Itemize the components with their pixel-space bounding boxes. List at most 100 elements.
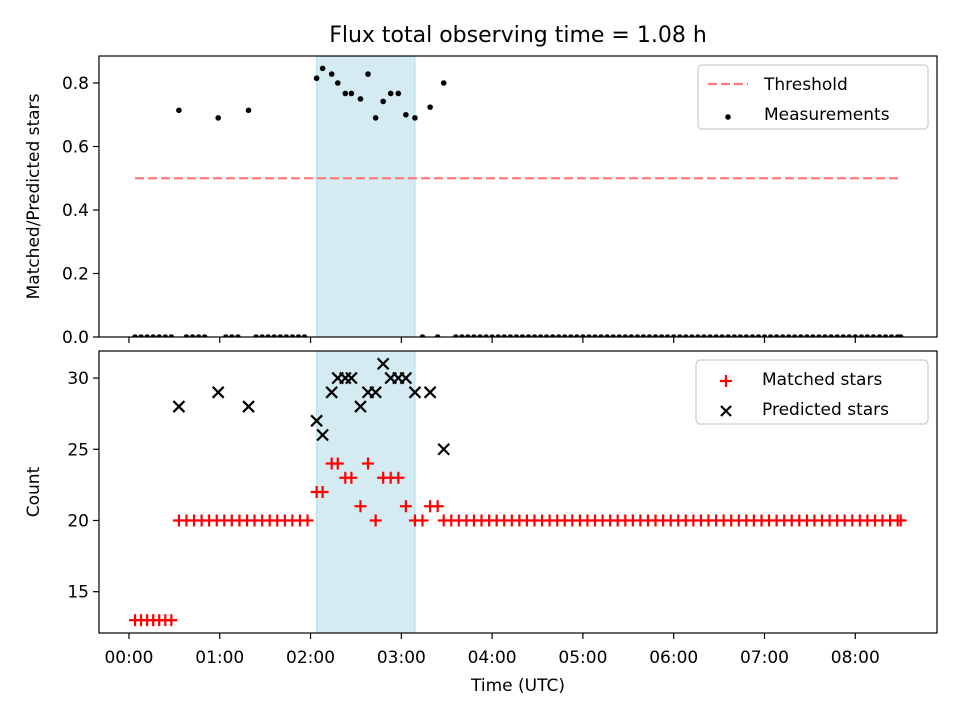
bottom-panel: 15 20 25 30 00:00 01:00 02:00 03:00 04:00 05:00 06… bbox=[24, 350, 938, 696]
predicted-star-point bbox=[354, 400, 367, 413]
measurement-point bbox=[682, 334, 689, 337]
measurement-point bbox=[525, 334, 532, 337]
measurement-point bbox=[791, 334, 798, 337]
measurement-point bbox=[477, 334, 483, 337]
matched-star-point bbox=[301, 514, 314, 527]
measurement-point bbox=[223, 334, 229, 337]
y-axis-label: Matched/Predicted stars bbox=[24, 93, 44, 299]
y-tick-label: 20 bbox=[67, 511, 89, 531]
measurement-point bbox=[701, 334, 707, 337]
measurement-point bbox=[195, 334, 202, 337]
measurement-point bbox=[427, 104, 433, 110]
measurement-point bbox=[277, 334, 284, 337]
measurement-point bbox=[189, 334, 196, 337]
top-panel: 0.0 0.2 0.4 0.6 0.8 Matched/Predicted stars Th… bbox=[24, 55, 938, 348]
measurement-point bbox=[176, 107, 182, 114]
legend-predicted-swatch bbox=[720, 405, 732, 417]
measurement-point bbox=[245, 107, 252, 114]
measurement-point bbox=[265, 334, 271, 337]
legend-entry: Threshold bbox=[708, 75, 848, 95]
measurement-point bbox=[882, 334, 889, 337]
measurement-point bbox=[483, 334, 489, 337]
legend-measurement-swatch bbox=[725, 114, 731, 120]
measurement-point bbox=[403, 111, 409, 118]
y-tick-label: 15 bbox=[67, 583, 89, 603]
matched-star-point bbox=[345, 471, 358, 484]
measurement-point bbox=[531, 334, 538, 337]
measurement-point bbox=[271, 334, 278, 337]
x-tick-label: 00:00 bbox=[104, 648, 153, 668]
matched-star-point bbox=[894, 514, 907, 527]
legend-entry: Measurements bbox=[725, 105, 890, 125]
matched-star-point bbox=[416, 514, 429, 527]
measurement-point bbox=[568, 334, 574, 337]
predicted-star-point bbox=[423, 386, 437, 399]
measurement-point bbox=[616, 334, 623, 337]
measurement-point bbox=[852, 334, 859, 337]
legend-box bbox=[695, 359, 929, 425]
matched-star-point bbox=[316, 486, 329, 498]
measurement-point bbox=[365, 71, 371, 77]
measurement-point bbox=[507, 334, 514, 337]
measurement-point bbox=[622, 334, 629, 337]
measurement-point bbox=[676, 334, 683, 337]
measurement-point bbox=[549, 334, 556, 337]
measurement-point bbox=[412, 115, 418, 121]
measurement-point bbox=[870, 334, 877, 337]
measurement-point bbox=[319, 65, 326, 72]
y-tick-label: 0.0 bbox=[62, 328, 89, 348]
measurement-point bbox=[229, 334, 235, 337]
predicted-star-point bbox=[325, 386, 338, 399]
measurement-point bbox=[543, 334, 550, 337]
shaded-span bbox=[316, 55, 416, 338]
measurement-point bbox=[840, 334, 847, 337]
measurement-point bbox=[580, 334, 586, 337]
measurement-point bbox=[348, 90, 355, 97]
measurement-point bbox=[822, 334, 828, 337]
measurement-point bbox=[864, 334, 871, 337]
x-tick-label: 01:00 bbox=[195, 648, 244, 668]
measurement-point bbox=[719, 334, 725, 337]
measurement-point bbox=[372, 115, 379, 121]
predicted-star-point bbox=[376, 357, 390, 371]
measurement-point bbox=[328, 71, 335, 77]
measurement-point bbox=[440, 80, 447, 86]
measurement-point bbox=[215, 115, 222, 121]
y-tick-label: 0.2 bbox=[62, 264, 89, 284]
measurement-point bbox=[132, 334, 138, 337]
measurement-point bbox=[749, 334, 756, 337]
y-tick-label: 25 bbox=[67, 440, 89, 460]
measurement-point bbox=[380, 98, 386, 105]
measurement-point bbox=[471, 334, 477, 337]
predicted-star-point bbox=[172, 400, 186, 413]
predicted-star-point bbox=[399, 371, 413, 385]
y-axis-label: Count bbox=[24, 466, 44, 517]
y-tick-label: 0.4 bbox=[62, 201, 89, 221]
measurement-point bbox=[834, 334, 840, 337]
x-tick-label: 02:00 bbox=[286, 648, 335, 668]
measurement-point bbox=[897, 334, 904, 337]
legend-label: Matched stars bbox=[762, 370, 882, 390]
figure-title: Flux total observing time = 1.08 h bbox=[329, 23, 707, 48]
measurement-point bbox=[816, 334, 822, 337]
measurement-point bbox=[646, 334, 653, 337]
measurement-point bbox=[798, 334, 804, 337]
measurement-point bbox=[459, 334, 465, 337]
legend-label: Predicted stars bbox=[762, 400, 889, 420]
measurement-point bbox=[259, 334, 265, 337]
measurement-point bbox=[301, 334, 308, 337]
x-tick-label: 06:00 bbox=[649, 648, 698, 668]
measurement-point bbox=[592, 334, 598, 337]
y-tick-label: 30 bbox=[67, 369, 89, 389]
measurement-point bbox=[555, 334, 562, 337]
measurement-point bbox=[537, 334, 544, 337]
measurement-point bbox=[156, 334, 162, 337]
legend-box bbox=[697, 64, 929, 130]
measurement-point bbox=[761, 334, 768, 337]
plot-area bbox=[129, 357, 907, 627]
measurement-point bbox=[610, 334, 616, 337]
x-tick-label: 07:00 bbox=[740, 648, 789, 668]
x-tick-label: 04:00 bbox=[468, 648, 517, 668]
x-axis-label: Time (UTC) bbox=[470, 676, 565, 696]
measurement-point bbox=[295, 334, 302, 337]
